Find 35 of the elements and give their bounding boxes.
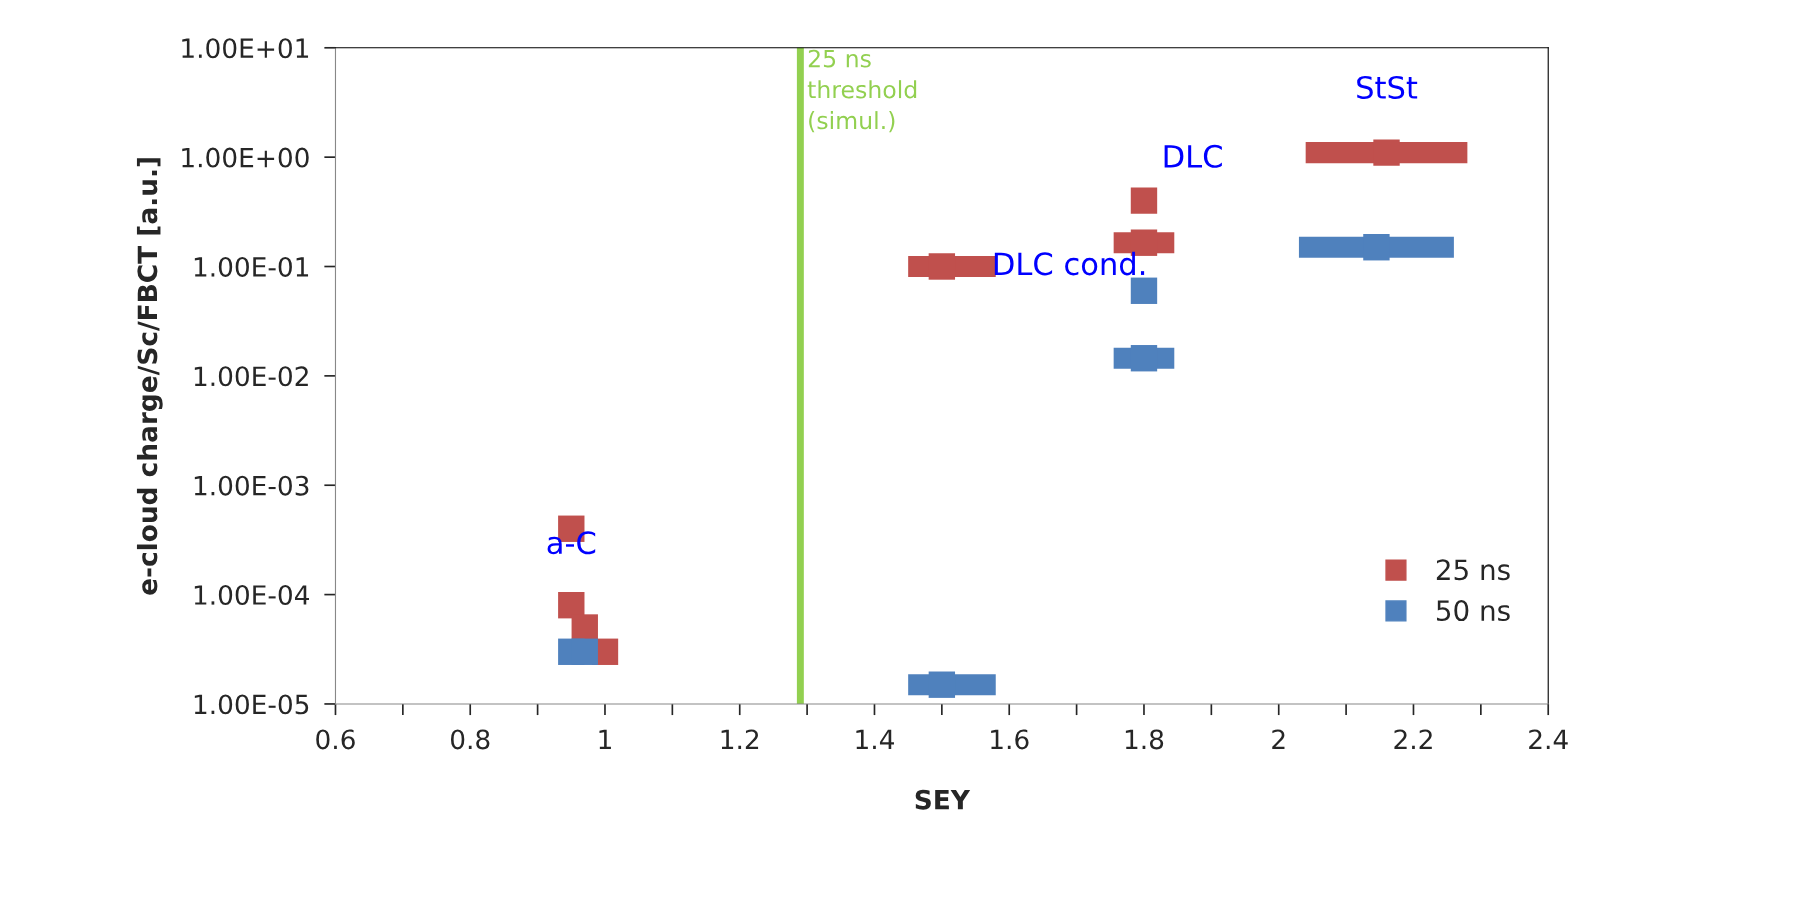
annotation: DLC <box>1164 144 1222 168</box>
point <box>928 253 956 280</box>
legend-label: 50 ns <box>1436 600 1510 622</box>
y-tick-label: 1.00E+01 <box>182 38 309 59</box>
point <box>1363 234 1390 261</box>
x-tick-label: 1 <box>599 729 611 750</box>
x-tick-label: 1.6 <box>991 729 1029 750</box>
point <box>571 638 598 665</box>
y-tick-label: 1.00E+00 <box>182 147 309 168</box>
point <box>928 671 956 698</box>
point <box>1373 139 1400 166</box>
y-tick-label: 1.00E-01 <box>194 256 309 277</box>
y-tick-label: 1.00E-02 <box>194 366 308 387</box>
point <box>1130 345 1158 372</box>
annotation: a-C <box>547 531 596 555</box>
x-tick-label: 1.2 <box>721 729 759 750</box>
x-tick-label: 1.4 <box>856 729 894 750</box>
x-tick-label: 0.8 <box>450 729 490 750</box>
x-tick-label: 0.6 <box>316 729 355 750</box>
legend-label: 25 ns <box>1436 559 1510 581</box>
x-tick-label: 2.4 <box>1529 729 1568 750</box>
point <box>1130 277 1158 304</box>
y-axis-title: e-cloud charge/Sc/FBCT [a.u.] <box>136 158 163 595</box>
point <box>571 614 598 641</box>
point <box>1130 187 1158 214</box>
y-tick-label: 1.00E-03 <box>194 475 309 496</box>
y-tick-label: 1.00E-05 <box>194 694 309 715</box>
x-tick-label: 1.8 <box>1125 729 1164 750</box>
x-tick-label: 2 <box>1272 729 1285 750</box>
x-axis-title: SEY <box>915 789 971 810</box>
annotation: StSt <box>1357 75 1418 99</box>
ref-line-label: 25 ns threshold (simul.) <box>807 49 917 133</box>
x-tick-label: 2.2 <box>1394 729 1432 750</box>
y-tick-label: 1.00E-04 <box>194 585 309 605</box>
point <box>558 592 585 619</box>
